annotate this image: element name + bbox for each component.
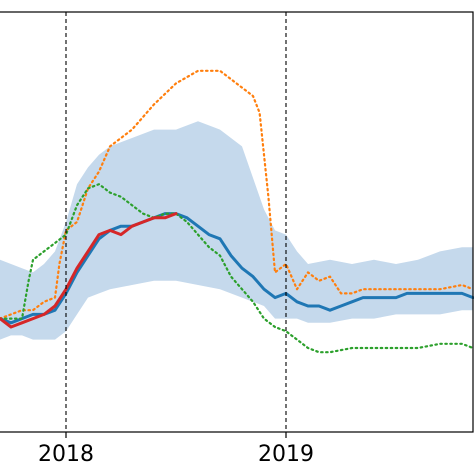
series-line-3	[0, 183, 474, 354]
series-line-1	[0, 212, 474, 325]
confidence-band	[0, 121, 473, 340]
confidence-band-layer	[0, 121, 473, 340]
series-layer	[0, 69, 474, 354]
x-tick-label: 2018	[38, 442, 94, 467]
series-line-2	[0, 69, 474, 320]
series-line-4	[0, 212, 178, 329]
reference-lines-layer	[65, 12, 287, 432]
x-axis: 2018 2019	[38, 432, 314, 467]
plot-frame	[0, 11, 474, 433]
x-tick-label: 2019	[258, 442, 314, 467]
